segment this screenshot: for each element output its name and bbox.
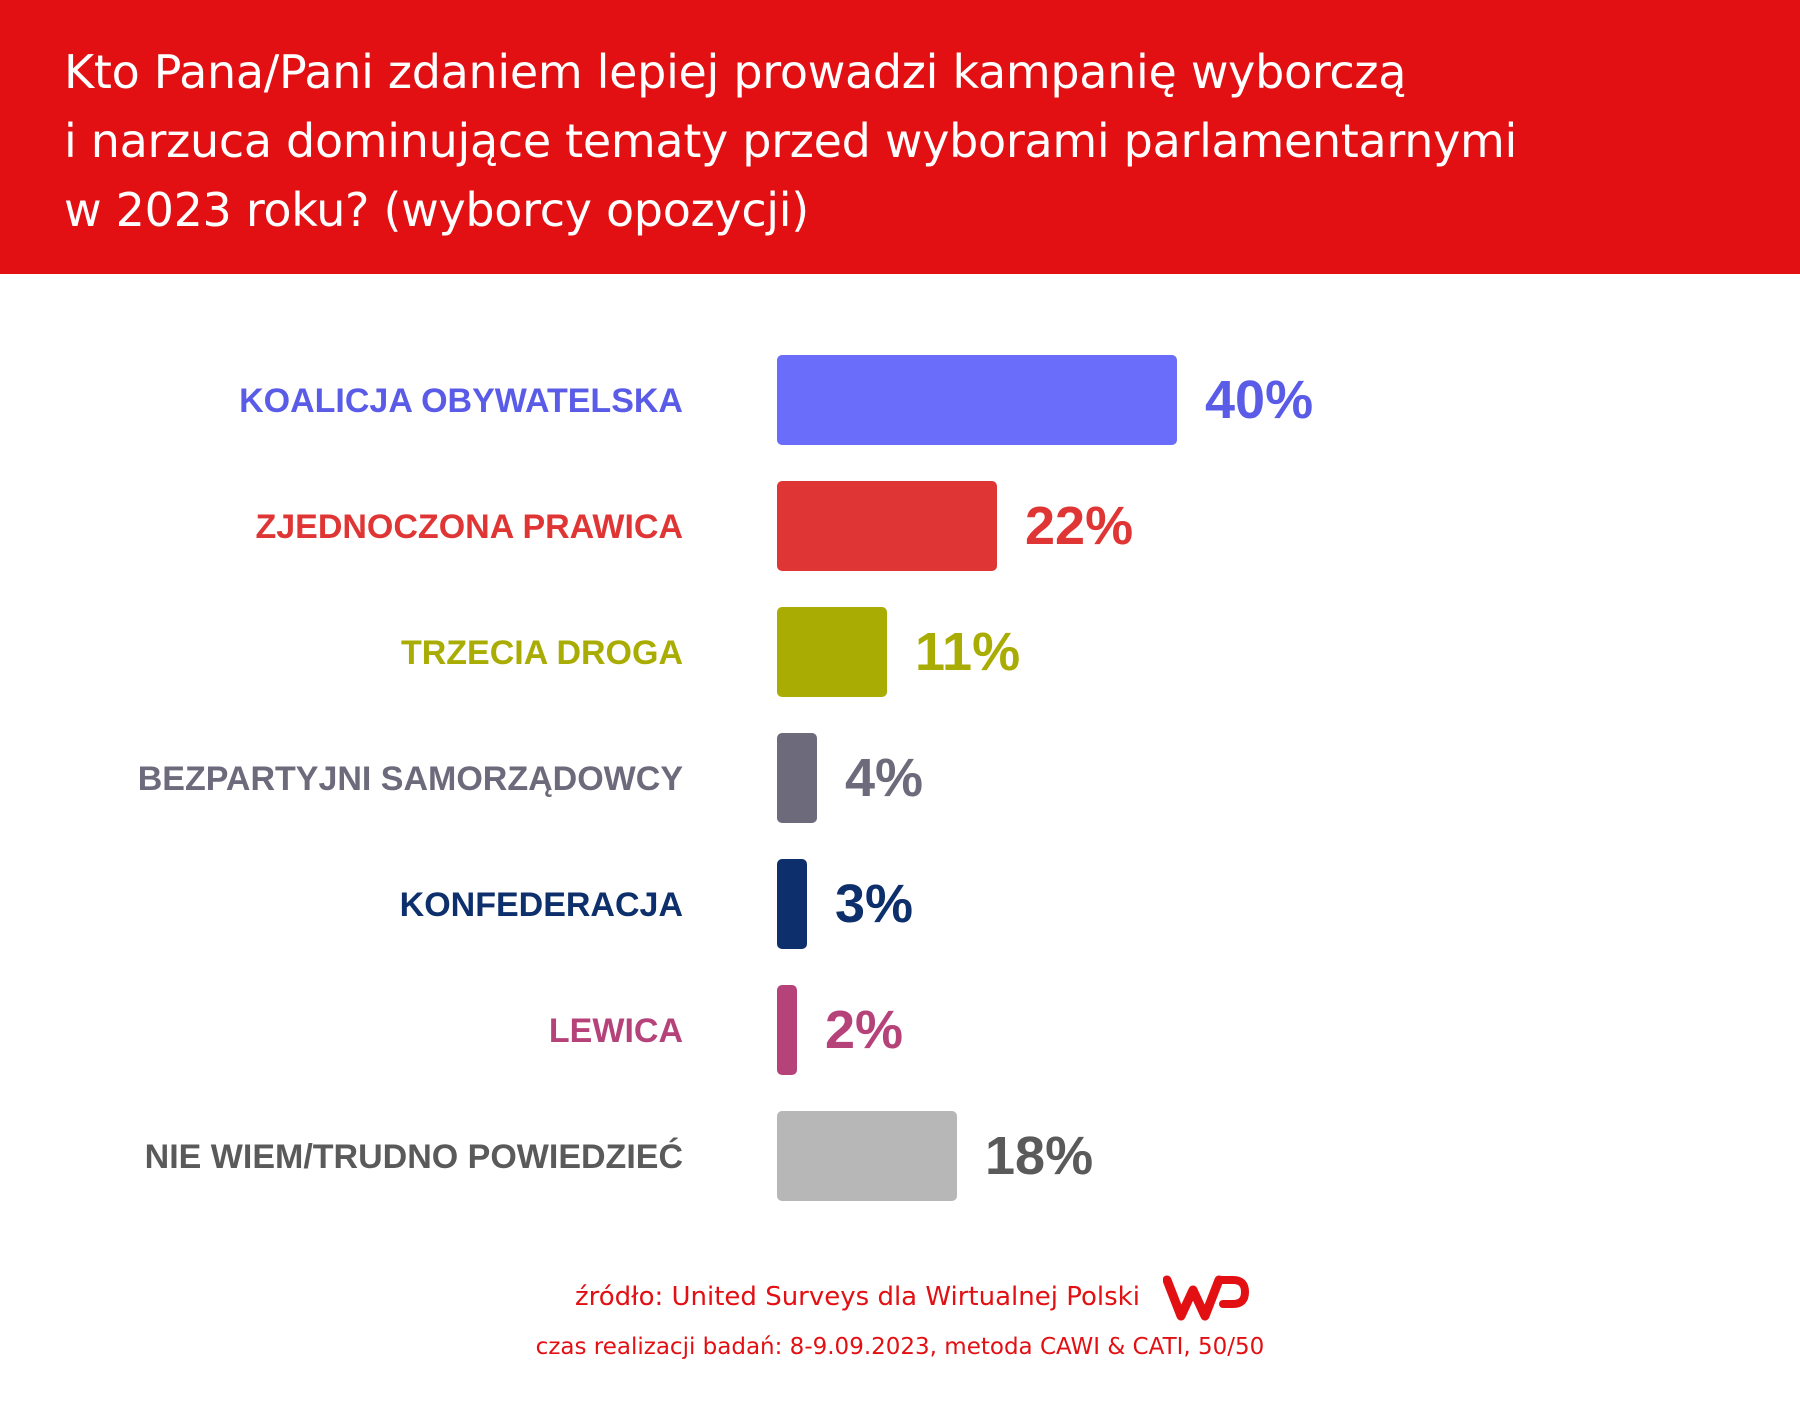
wp-logo-icon bbox=[1163, 1275, 1249, 1321]
value-label: 22% bbox=[1025, 496, 1133, 556]
value-label: 40% bbox=[1205, 370, 1313, 430]
bar bbox=[777, 985, 797, 1075]
chart-title-line-1: Kto Pana/Pani zdaniem lepiej prowadzi ka… bbox=[64, 45, 1407, 99]
category-label: BEZPARTYJNI SAMORZĄDOWCY bbox=[138, 760, 684, 798]
value-label: 2% bbox=[825, 1000, 903, 1060]
category-label: TRZECIA DROGA bbox=[401, 634, 683, 672]
chart-title-line-3: w 2023 roku? (wyborcy opozycji) bbox=[64, 183, 809, 237]
bar bbox=[777, 481, 997, 571]
bar bbox=[777, 355, 1177, 445]
bar bbox=[777, 607, 887, 697]
source-text: źródło: United Surveys dla Wirtualnej Po… bbox=[575, 1282, 1140, 1312]
bar-chart: KOALICJA OBYWATELSKA 40% ZJEDNOCZONA PRAWI… bbox=[138, 355, 1313, 1201]
value-label: 11% bbox=[915, 622, 1020, 682]
bar bbox=[777, 733, 817, 823]
method-text: czas realizacji badań: 8-9.09.2023, meto… bbox=[535, 1334, 1265, 1360]
category-label: NIE WIEM/TRUDNO POWIEDZIEĆ bbox=[145, 1138, 683, 1176]
title-banner: Kto Pana/Pani zdaniem lepiej prowadzi ka… bbox=[0, 0, 1800, 274]
value-label: 3% bbox=[835, 874, 913, 934]
category-label: ZJEDNOCZONA PRAWICA bbox=[255, 508, 683, 546]
category-label: KOALICJA OBYWATELSKA bbox=[239, 382, 683, 420]
bar bbox=[777, 859, 807, 949]
value-label: 18% bbox=[985, 1126, 1093, 1186]
category-label: KONFEDERACJA bbox=[400, 886, 683, 924]
value-label: 4% bbox=[845, 748, 923, 808]
category-label: LEWICA bbox=[549, 1012, 683, 1050]
chart-title-line-2: i narzuca dominujące tematy przed wybora… bbox=[64, 114, 1518, 168]
source-row: źródło: United Surveys dla Wirtualnej Po… bbox=[0, 1272, 1800, 1324]
bar bbox=[777, 1111, 957, 1201]
